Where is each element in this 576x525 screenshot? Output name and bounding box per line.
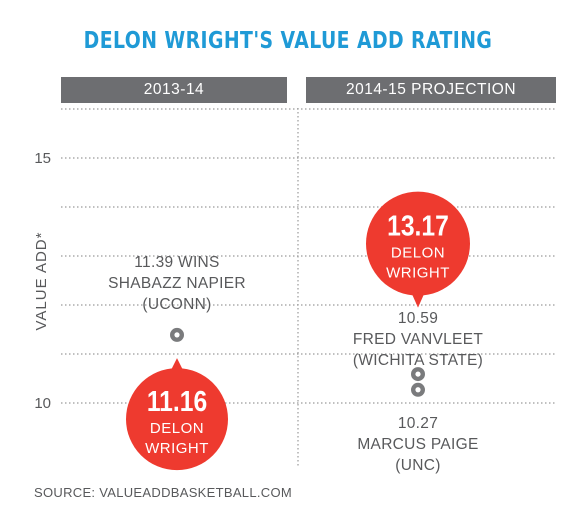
bubble-value: 11.16 (147, 385, 207, 417)
column-header-2013-14: 2013-14 (61, 77, 287, 103)
point-label: (UCONN) (142, 296, 211, 313)
bubble-name: DELON (391, 245, 445, 262)
point-label: (UNC) (395, 457, 440, 474)
point-label: FRED VANVLEET (353, 331, 483, 348)
point-label: 10.27 (398, 415, 438, 432)
data-marker-center (415, 371, 421, 377)
column-header-2014-15-projection: 2014-15 PROJECTION (306, 77, 556, 103)
data-marker-center (415, 387, 421, 393)
point-label: 11.39 WINS (134, 254, 219, 271)
bubble-value: 13.17 (387, 210, 449, 242)
point-label: SHABAZZ NAPIER (108, 275, 246, 292)
bubble-name: WRIGHT (386, 265, 450, 282)
point-label: 10.59 (398, 310, 438, 327)
y-tick-label: 10 (34, 395, 51, 412)
y-axis-label: VALUE ADD* (33, 232, 50, 331)
bubble-name: DELON (150, 420, 204, 437)
point-label: (WICHITA STATE) (353, 352, 483, 369)
highlight-bubble (126, 368, 228, 471)
source-note: SOURCE: VALUEADDBASKETBALL.COM (34, 485, 292, 500)
bubble-name: WRIGHT (145, 440, 209, 457)
chart-title: DELON WRIGHT'S VALUE ADD RATING (83, 28, 493, 54)
point-label: MARCUS PAIGE (357, 436, 478, 453)
y-tick-label: 15 (34, 150, 51, 167)
chart-area: 10 15 VALUE ADD* 11.39 WINS SHABAZZ NAPIER (U… (33, 108, 556, 474)
data-marker-center (174, 332, 180, 338)
highlight-bubble (366, 191, 470, 296)
